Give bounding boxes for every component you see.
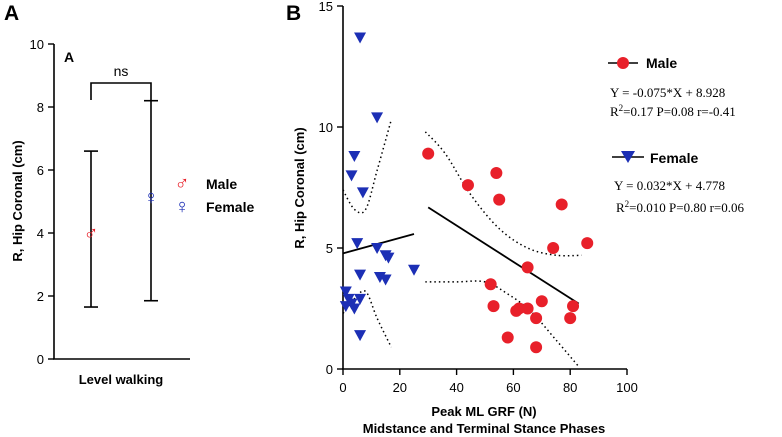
male-stats: R2=0.17 P=0.08 r=-0.41 — [610, 103, 736, 119]
male-confidence-lower — [425, 280, 580, 368]
male-confidence-upper — [424, 131, 582, 257]
panel-a-label: A — [4, 2, 19, 25]
male-legend-icon: ♂ — [175, 173, 190, 195]
y-tick-label: 6 — [37, 163, 44, 178]
male-data-point — [535, 295, 548, 308]
female-data-point — [354, 330, 367, 342]
female-data-point — [339, 301, 352, 313]
significance-bracket — [90, 82, 152, 100]
y-tick-label: 4 — [37, 226, 44, 241]
female-confidence-upper — [342, 119, 393, 214]
male-data-point — [461, 179, 474, 192]
y-tick-label: 0 — [326, 362, 333, 377]
panel-a-legend: ♂ Male ♀ Female — [175, 173, 255, 218]
y-tick-label: 15 — [319, 0, 333, 14]
panel-a-y-label: R, Hip Coronal (cm) — [10, 140, 25, 261]
female-data-point — [348, 303, 361, 315]
female-data-point — [345, 170, 358, 182]
male-data-point — [484, 278, 497, 291]
female-legend-marker — [621, 151, 635, 163]
panel-a-inner-label: A — [64, 49, 74, 65]
male-data-point — [493, 193, 506, 206]
panel-b: B 0 5 10 15 0 20 40 60 80 100 R, Hip Coronal (cm… — [286, 0, 744, 436]
x-tick-label: 80 — [563, 380, 577, 395]
female-data-point — [371, 112, 384, 124]
panel-b-x-ticks: 0 20 40 60 80 100 — [339, 369, 638, 395]
panel-a: A A 0 2 4 6 8 10 R, Hip Coronal (cm) Level wa… — [4, 2, 254, 387]
female-data-point — [354, 32, 367, 44]
male-data-point — [530, 312, 543, 325]
y-tick-label: 10 — [30, 37, 44, 52]
male-data-point — [501, 331, 514, 344]
male-data-point — [521, 302, 534, 315]
female-symbol-icon: ♀ — [144, 187, 159, 209]
panel-a-series: ♂♀ — [84, 99, 159, 308]
female-data-point — [354, 269, 367, 281]
panel-b-x-label: Peak ML GRF (N) — [431, 404, 536, 419]
x-tick-label: 60 — [506, 380, 520, 395]
panel-b-y-label: R, Hip Coronal (cm) — [292, 127, 307, 248]
female-confidence-lower — [342, 290, 392, 348]
panel-a-x-label: Level walking — [79, 372, 164, 387]
female-equation: Y = 0.032*X + 4.778 — [614, 178, 725, 193]
male-data-point — [581, 237, 594, 250]
female-data-point — [351, 238, 364, 250]
y-tick-label: 5 — [326, 241, 333, 256]
confidence-bands — [342, 119, 582, 368]
significance-label: ns — [114, 63, 129, 79]
x-tick-label: 40 — [449, 380, 463, 395]
x-tick-label: 0 — [339, 380, 346, 395]
male-regression-line — [427, 206, 580, 305]
y-tick-label: 10 — [319, 120, 333, 135]
female-data-point — [382, 252, 395, 264]
male-data-point — [487, 300, 500, 313]
panel-b-legend: Male Y = -0.075*X + 8.928 R2=0.17 P=0.08… — [608, 55, 744, 215]
y-tick-label: 2 — [37, 289, 44, 304]
male-data-point — [547, 242, 560, 254]
y-tick-label: 8 — [37, 100, 44, 115]
male-data-point — [555, 198, 568, 211]
x-tick-label: 20 — [393, 380, 407, 395]
panel-b-x-label-2: Midstance and Terminal Stance Phases — [363, 421, 606, 436]
male-data-point — [422, 147, 435, 160]
female-data-point — [408, 264, 420, 276]
female-data-point — [354, 293, 367, 305]
female-stats: R2=0.010 P=0.80 r=0.06 — [616, 199, 744, 215]
panel-a-y-ticks: 0 2 4 6 8 10 — [30, 37, 54, 367]
female-data-point — [371, 243, 384, 254]
female-data-point — [339, 286, 352, 298]
male-symbol-icon: ♂ — [84, 223, 99, 245]
male-legend-marker — [617, 57, 629, 69]
female-legend-label: Female — [206, 199, 254, 215]
female-data-point — [356, 187, 369, 199]
female-data-point — [348, 151, 361, 163]
panel-b-y-ticks: 0 5 10 15 — [319, 0, 343, 377]
male-legend-label: Male — [206, 176, 237, 192]
y-tick-label: 0 — [37, 352, 44, 367]
male-legend-title: Male — [646, 55, 677, 71]
panel-b-label: B — [286, 2, 301, 25]
panel-b-points — [339, 32, 594, 354]
male-data-point — [513, 302, 526, 315]
x-tick-label: 100 — [616, 380, 638, 395]
female-legend-title: Female — [650, 150, 698, 166]
male-data-point — [530, 341, 543, 354]
female-legend-icon: ♀ — [175, 196, 190, 218]
male-data-point — [521, 261, 534, 274]
female-data-point — [379, 274, 392, 286]
male-data-point — [490, 166, 503, 179]
male-data-point — [567, 300, 580, 313]
regression-lines — [342, 206, 580, 305]
male-equation: Y = -0.075*X + 8.928 — [610, 85, 725, 100]
male-data-point — [564, 312, 577, 325]
